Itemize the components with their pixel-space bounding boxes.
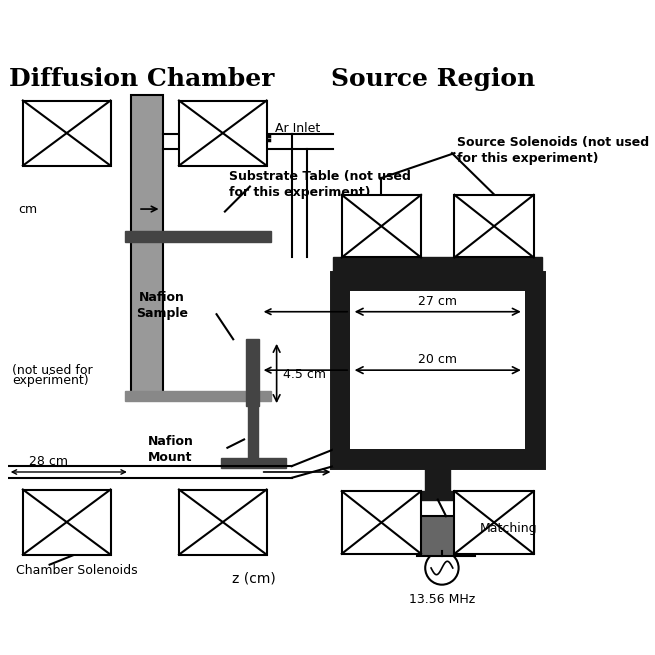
Bar (179, 489, 267, 555)
Bar (333, 274, 350, 466)
Bar (342, 491, 421, 553)
Bar (350, 291, 525, 449)
Text: Diffusion Chamber: Diffusion Chamber (9, 67, 274, 91)
Bar (333, 449, 542, 466)
Bar (246, 339, 259, 406)
Bar (23, 100, 111, 166)
Text: (not used for: (not used for (12, 364, 92, 377)
Text: Ar Inlet: Ar Inlet (275, 122, 320, 134)
Bar (525, 274, 542, 466)
Text: Matching: Matching (479, 522, 537, 535)
Text: 27 cm: 27 cm (419, 295, 457, 308)
Text: Substrate Table (not used
for this experiment): Substrate Table (not used for this exper… (229, 170, 411, 198)
Text: cm: cm (18, 202, 37, 215)
Bar (333, 257, 542, 274)
Bar (333, 274, 542, 291)
Bar (342, 195, 421, 257)
Bar (132, 95, 163, 395)
Bar (179, 100, 267, 166)
Text: Source Solenoids (not used
for this experiment): Source Solenoids (not used for this expe… (457, 136, 649, 165)
Text: experiment): experiment) (12, 373, 88, 386)
Text: 13.56 MHz: 13.56 MHz (409, 593, 475, 606)
Text: Nafion
Sample: Nafion Sample (136, 291, 188, 320)
Text: z (cm): z (cm) (233, 572, 276, 586)
Text: 20 cm: 20 cm (419, 353, 457, 366)
Bar (124, 231, 271, 242)
Text: Chamber Solenoids: Chamber Solenoids (16, 564, 138, 577)
Bar (23, 489, 111, 555)
Bar (455, 491, 534, 553)
Bar (248, 406, 258, 458)
Bar (425, 466, 450, 491)
Text: 4.5 cm: 4.5 cm (284, 368, 326, 381)
Bar (455, 195, 534, 257)
Bar (221, 458, 286, 468)
Bar (417, 516, 476, 556)
Bar (124, 391, 271, 401)
Text: Source Region: Source Region (331, 67, 536, 91)
Text: Nafion
Mount: Nafion Mount (147, 435, 194, 464)
Bar (333, 274, 542, 466)
Bar (409, 491, 467, 500)
Text: 28 cm: 28 cm (29, 455, 67, 468)
